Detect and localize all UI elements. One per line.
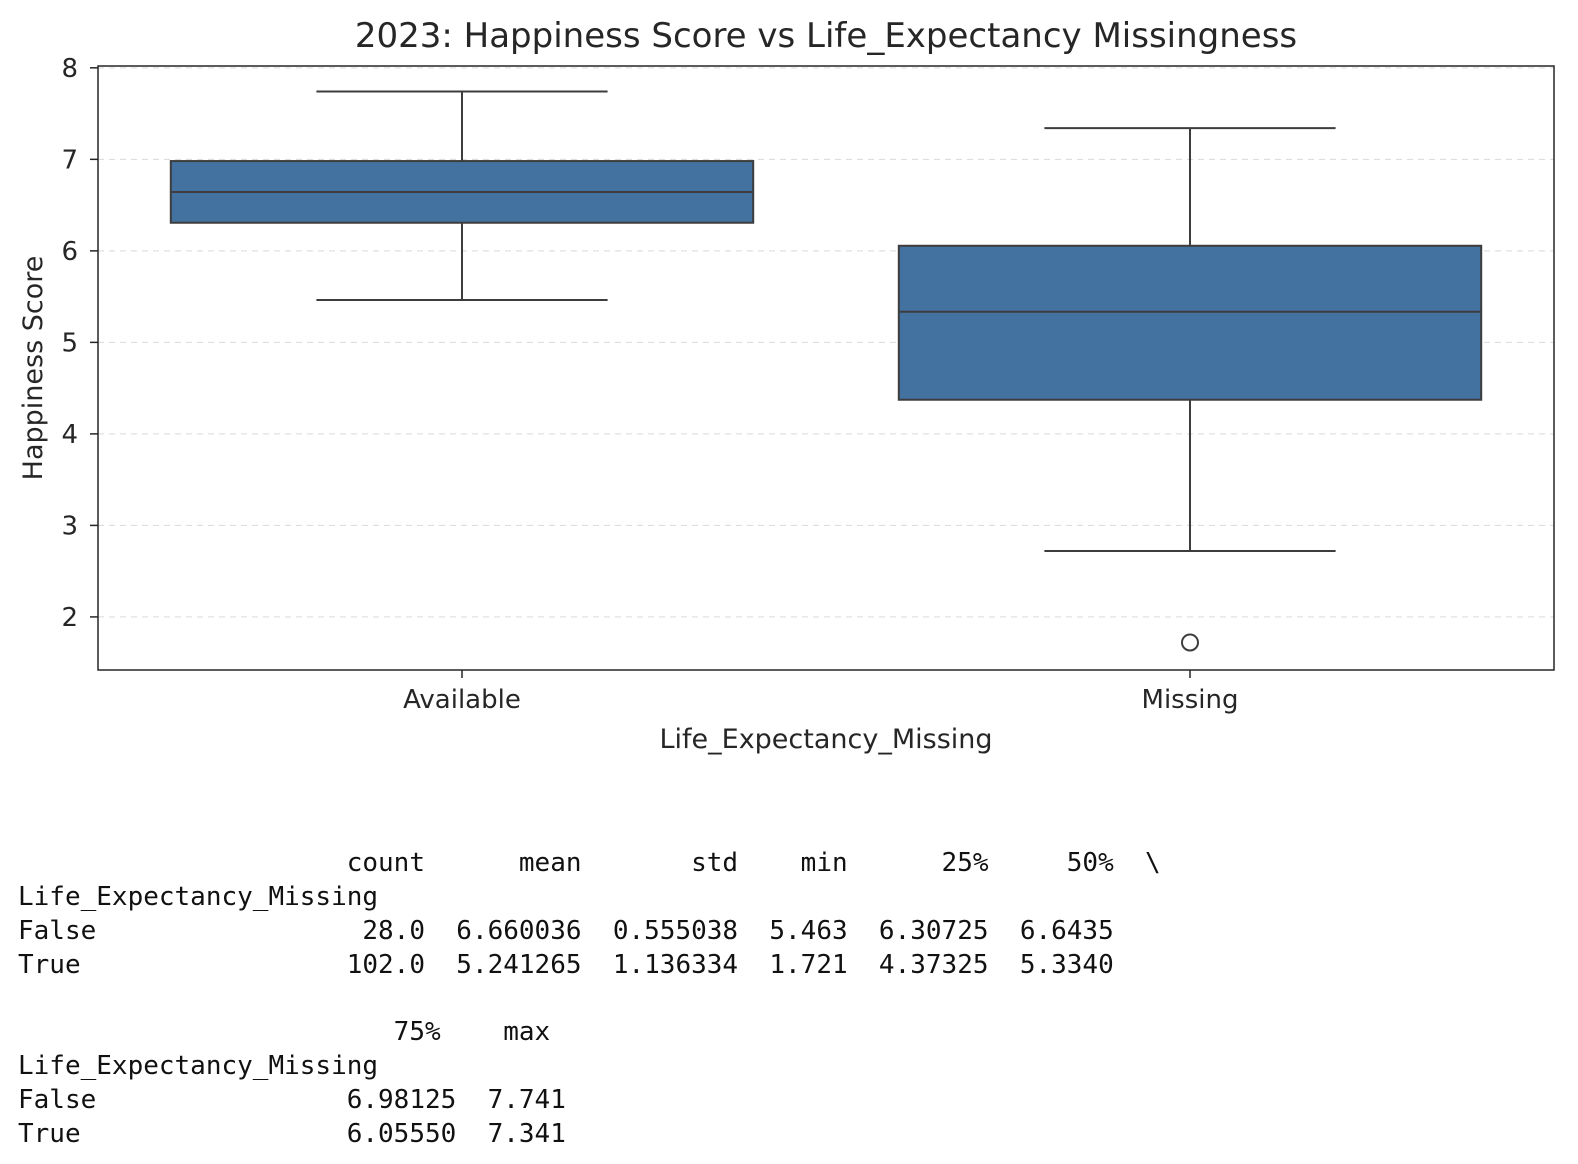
table-row-false: False 6.98125 7.741 bbox=[18, 1085, 566, 1115]
y-tick-label: 4 bbox=[61, 420, 78, 450]
boxplot-chart: 2023: Happiness Score vs Life_Expectancy… bbox=[18, 16, 1555, 755]
iqr-box bbox=[897, 244, 1483, 401]
x-axis-label: Life_Expectancy_Missing bbox=[659, 724, 992, 755]
chart-title: 2023: Happiness Score vs Life_Expectancy… bbox=[355, 16, 1297, 56]
table-row-true: True 6.05550 7.341 bbox=[18, 1119, 566, 1149]
table-header: 75% max bbox=[18, 1017, 551, 1047]
y-tick-label: 3 bbox=[61, 511, 78, 541]
x-tick-label: Missing bbox=[1142, 685, 1239, 715]
y-axis-label: Happiness Score bbox=[18, 256, 49, 481]
table-row-false: False 28.0 6.660036 0.555038 5.463 6.307… bbox=[18, 916, 1114, 946]
x-axis-ticks: Available Missing bbox=[403, 670, 1238, 715]
y-tick-label: 6 bbox=[61, 237, 78, 267]
y-tick-label: 7 bbox=[61, 145, 78, 175]
y-axis-ticks: 2 3 4 5 6 7 8 bbox=[61, 54, 98, 633]
table-index-name: Life_Expectancy_Missing bbox=[18, 1051, 379, 1081]
describe-table-part-2: 75% max Life_Expectancy_Missing False 6.… bbox=[18, 1015, 566, 1151]
table-row-true: True 102.0 5.241265 1.136334 1.721 4.373… bbox=[18, 950, 1114, 980]
box-series bbox=[169, 90, 1483, 652]
outlier-point bbox=[1181, 633, 1199, 652]
y-tick-label: 5 bbox=[61, 328, 78, 358]
y-gridlines bbox=[98, 67, 1554, 618]
y-tick-label: 2 bbox=[61, 603, 78, 633]
plot-frame bbox=[97, 65, 1555, 671]
describe-table-part-1: count mean std min 25% 50% \ Life_Expect… bbox=[18, 846, 1161, 982]
table-index-name: Life_Expectancy_Missing bbox=[18, 882, 379, 912]
table-header: count mean std min 25% 50% \ bbox=[18, 848, 1161, 878]
box-group-available bbox=[169, 90, 755, 302]
box-group-missing bbox=[897, 127, 1483, 652]
y-tick-label: 8 bbox=[61, 54, 78, 84]
x-tick-label: Available bbox=[403, 685, 521, 715]
